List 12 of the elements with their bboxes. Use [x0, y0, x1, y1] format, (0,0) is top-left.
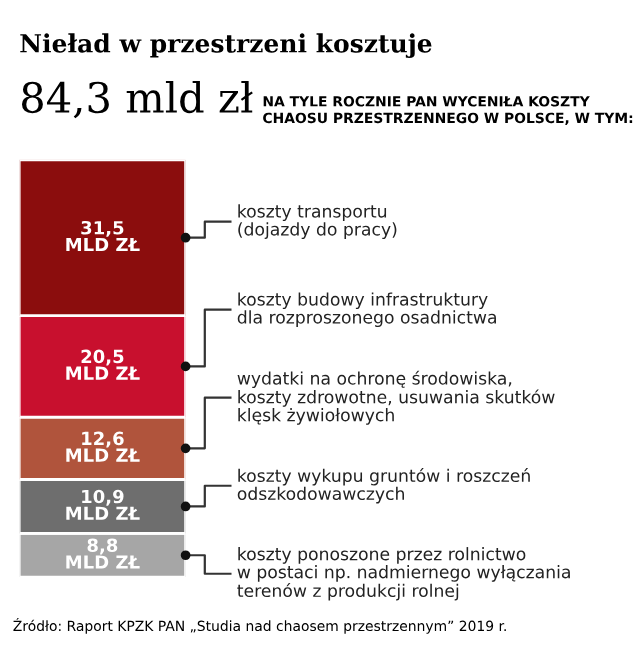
data-label: 12,6 MLD ZŁ — [66, 431, 140, 462]
data-label: 10,9 MLD ZŁ — [66, 489, 140, 520]
text: koszty wykupu gruntów i roszczeń odszkodowawczych — [237, 468, 530, 504]
data-label: 31,5 MLD ZŁ — [66, 220, 140, 252]
data-label: 8,8 MLD ZŁ — [66, 538, 140, 569]
text: koszty ponoszone przez rolnictwo w postaci np. nadmiernego wyłączania terenów z produkcji rolnej — [237, 547, 570, 601]
text: koszty transportu (dojazdy do pracy) — [238, 204, 397, 239]
data-label: 20,5 MLD ZŁ — [66, 349, 140, 380]
chart-title: Nieład w przestrzeni kosztuje — [20, 33, 432, 58]
text: koszty budowy infrastruktury dla rozproszonego osadnictwa — [237, 292, 496, 328]
chart-subtitle: 84,3 mld zł — [21, 80, 253, 119]
text: wydatki na ochronę środowiska, koszty zdrowotne, usuwania skutków klęsk żywiołowych — [237, 370, 555, 425]
